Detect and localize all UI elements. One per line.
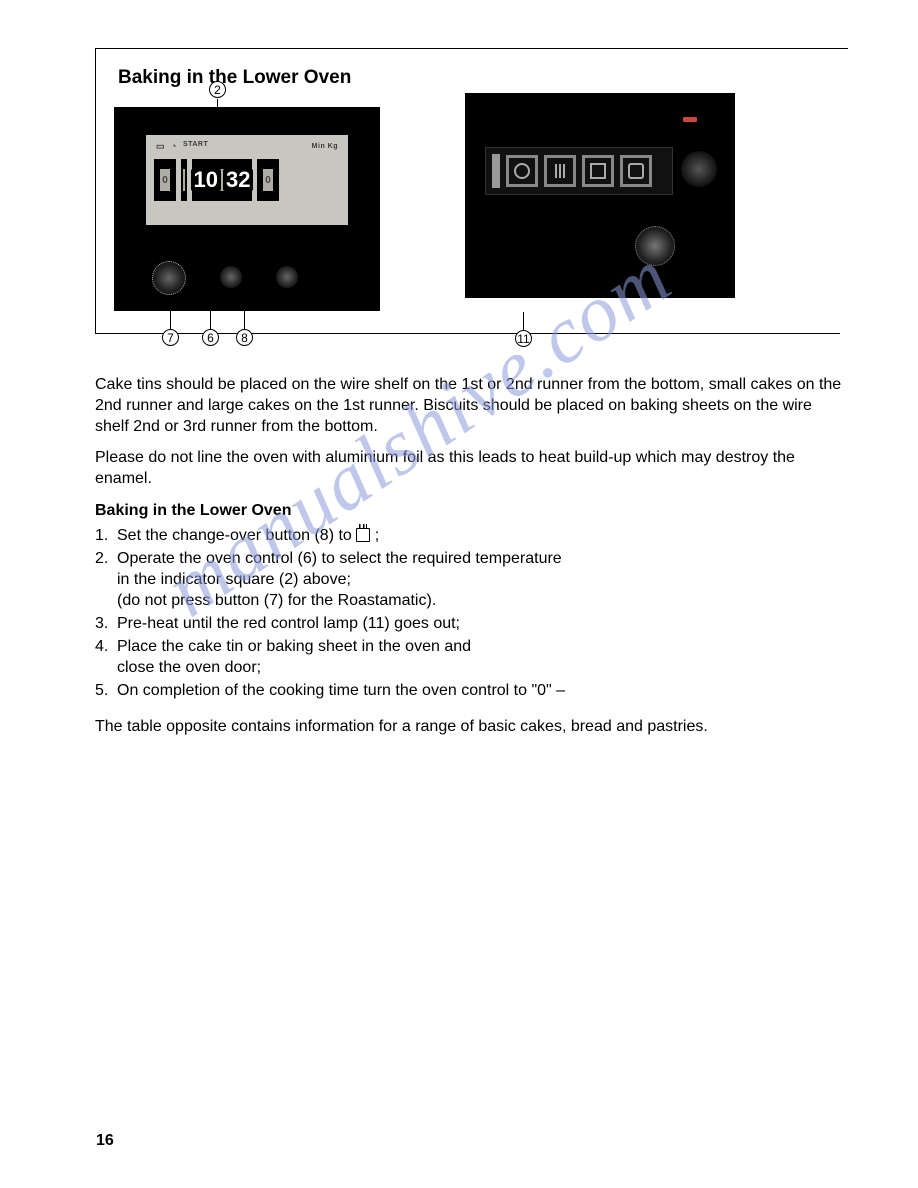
pb-bar-icon <box>492 154 500 188</box>
clock-icon: ▭ <box>156 141 165 152</box>
step-4: Place the cake tin or baking sheet in th… <box>95 636 848 678</box>
panel-b-wrap: 11 <box>465 107 735 298</box>
pb-button-2 <box>544 155 576 187</box>
start-label: START <box>183 141 208 152</box>
step-2: Operate the oven control (6) to select t… <box>95 548 848 611</box>
figure-frame: Baking in the Lower Oven 2 ▭ ◔ START <box>95 48 840 334</box>
panel-a-wrap: 2 ▭ ◔ START Min Kg 0 <box>114 107 380 311</box>
red-control-lamp-11 <box>683 117 697 122</box>
callout-2: 2 <box>209 81 226 98</box>
bell-icon: ◔ <box>171 141 177 152</box>
step-1: Set the change-over button (8) to ; <box>95 525 848 546</box>
pb-button-4 <box>620 155 652 187</box>
oven-panel-left: ▭ ◔ START Min Kg 0 1032 <box>114 107 380 311</box>
intro-para-2: Please do not line the oven with alumini… <box>95 447 848 489</box>
callout-8: 8 <box>236 329 253 346</box>
right-zero-flap: 0 <box>257 159 279 201</box>
pb-knob-top <box>681 151 717 187</box>
callout-7: 7 <box>162 329 179 346</box>
oven-panel-right <box>465 93 735 298</box>
knob-8-changeover <box>276 266 298 288</box>
pb-button-1 <box>506 155 538 187</box>
minkg-label: Min Kg <box>312 143 338 150</box>
knob-7-roastamatic <box>152 261 186 295</box>
subheading: Baking in the Lower Oven <box>95 500 848 521</box>
callout-11: 11 <box>515 330 532 347</box>
closing-para: The table opposite contains information … <box>95 716 848 737</box>
page-number: 16 <box>96 1132 114 1150</box>
steps-list: Set the change-over button (8) to ; Oper… <box>95 525 848 702</box>
intro-para-1: Cake tins should be placed on the wire s… <box>95 374 848 437</box>
pb-knob-bottom <box>635 226 675 266</box>
step-5: On completion of the cooking time turn t… <box>95 680 848 701</box>
knob-6-oven-control <box>220 266 242 288</box>
pb-button-3 <box>582 155 614 187</box>
separator-dots <box>181 159 187 201</box>
body-text: Cake tins should be placed on the wire s… <box>95 374 848 737</box>
callout-6: 6 <box>202 329 219 346</box>
time-display: 1032 <box>192 159 252 201</box>
section-title: Baking in the Lower Oven <box>118 67 840 89</box>
oven-mode-icon <box>356 528 370 542</box>
step-3: Pre-heat until the red control lamp (11)… <box>95 613 848 634</box>
